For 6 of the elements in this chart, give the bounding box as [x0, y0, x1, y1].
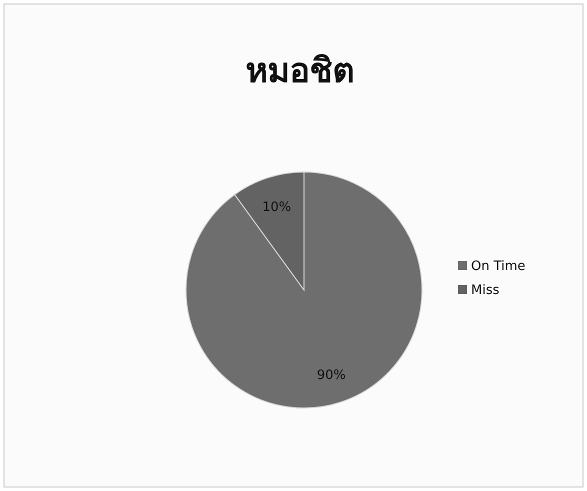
chart-title: หมอชิต [246, 51, 354, 91]
legend-label: On Time [471, 259, 526, 274]
legend-label: Miss [471, 283, 500, 298]
data-label: 90% [316, 368, 346, 384]
pie-slice [186, 172, 422, 408]
data-label: 10% [262, 200, 292, 215]
